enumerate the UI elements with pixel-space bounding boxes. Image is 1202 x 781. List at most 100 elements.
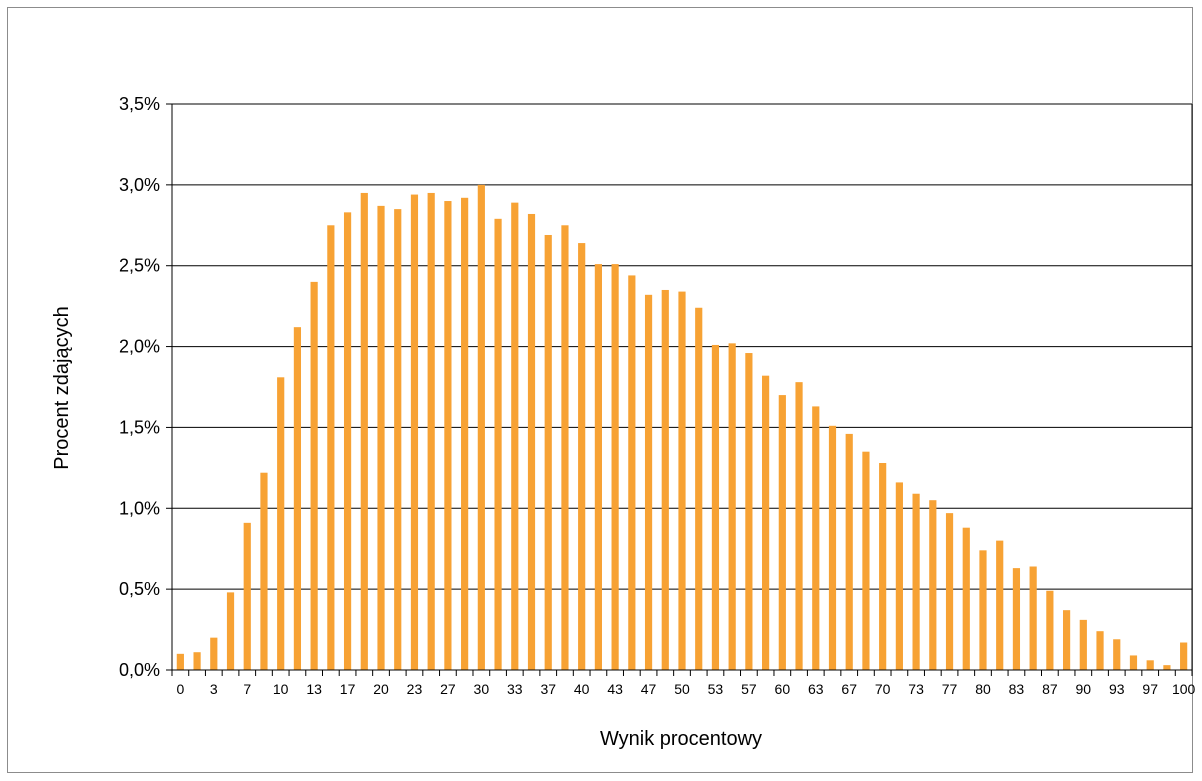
bar <box>1129 655 1138 670</box>
x-tick-label: 53 <box>708 681 724 697</box>
x-tick-label: 87 <box>1042 681 1058 697</box>
y-tick-label: 1,5% <box>119 417 160 437</box>
bar <box>1096 631 1104 670</box>
bar <box>578 243 586 670</box>
x-tick-label: 13 <box>306 681 322 697</box>
bar <box>477 184 485 670</box>
bar <box>828 425 837 670</box>
x-tick-label: 80 <box>975 681 991 697</box>
bar <box>895 482 903 670</box>
x-tick-label: 17 <box>340 681 356 697</box>
y-tick-label: 1,0% <box>119 498 160 518</box>
x-tick-label: 40 <box>574 681 590 697</box>
bar <box>226 592 235 670</box>
x-tick-label: 0 <box>176 681 184 697</box>
bar <box>912 493 920 670</box>
bar <box>929 500 937 670</box>
y-tick-label: 2,5% <box>119 256 160 276</box>
x-tick-label: 27 <box>440 681 456 697</box>
x-axis-title: Wynik procentowy <box>600 728 762 750</box>
bar <box>410 194 419 670</box>
x-tick-label: 97 <box>1142 681 1158 697</box>
bar <box>1113 639 1121 670</box>
bar <box>494 218 502 670</box>
y-tick-label: 0,0% <box>119 660 160 680</box>
x-tick-label: 47 <box>641 681 657 697</box>
bar <box>812 406 820 670</box>
y-axis-title: Procent zdających <box>51 306 73 469</box>
bar <box>1012 568 1021 670</box>
x-tick-label: 73 <box>908 681 924 697</box>
x-tick-label: 43 <box>607 681 623 697</box>
bar <box>644 294 653 670</box>
x-tick-label: 33 <box>507 681 523 697</box>
bar <box>310 281 318 670</box>
bar <box>795 382 803 670</box>
bar <box>611 264 619 670</box>
bar <box>210 637 218 670</box>
bar <box>979 550 987 670</box>
x-tick-label: 50 <box>674 681 690 697</box>
bar <box>1029 566 1037 670</box>
bar <box>762 375 770 670</box>
x-tick-label: 57 <box>741 681 757 697</box>
x-tick-label: 10 <box>273 681 289 697</box>
bar <box>1146 660 1154 670</box>
bar <box>845 433 853 670</box>
x-tick-label: 83 <box>1009 681 1025 697</box>
x-tick-label: 37 <box>540 681 556 697</box>
y-tick-labels: 0,0% 0,5% 1,0% 1,5% 2,0% 2,5% 3,0% 3,5% <box>119 94 172 680</box>
axes <box>171 103 1193 671</box>
bar <box>1062 610 1071 670</box>
bar <box>527 213 536 671</box>
bar <box>327 225 335 671</box>
bar <box>996 540 1004 670</box>
bar <box>444 201 452 670</box>
bar <box>193 652 201 670</box>
bar <box>711 344 720 670</box>
x-tick-label: 60 <box>775 681 791 697</box>
bar <box>778 395 786 670</box>
bar <box>343 212 352 670</box>
x-tick-label: 77 <box>942 681 958 697</box>
bar <box>277 377 285 670</box>
bar <box>461 197 469 670</box>
x-tick-label: 30 <box>474 681 490 697</box>
bar <box>176 653 184 670</box>
bar <box>1163 665 1171 670</box>
x-tick-label: 23 <box>407 681 423 697</box>
x-tick-label: 7 <box>243 681 251 697</box>
bar <box>394 209 402 670</box>
y-tick-label: 3,5% <box>119 94 160 114</box>
bar <box>695 307 703 670</box>
bar <box>293 327 302 670</box>
x-tick-label: 20 <box>373 681 389 697</box>
bar <box>511 202 519 670</box>
x-tick-label: 100 <box>1172 681 1196 697</box>
x-tick-labels: 0 3 7 10 13 17 20 23 27 30 33 37 40 43 47 50 53 57 60 63 67 7… <box>171 670 1196 697</box>
bar <box>561 225 569 671</box>
bar <box>544 234 552 670</box>
x-tick-label: 67 <box>841 681 857 697</box>
y-tick-label: 0,5% <box>119 579 160 599</box>
bar <box>427 192 435 670</box>
y-tick-label: 2,0% <box>119 337 160 357</box>
bar <box>962 527 970 670</box>
bar <box>678 291 686 670</box>
bar <box>1046 590 1054 670</box>
x-tick-label: 93 <box>1109 681 1125 697</box>
bar <box>360 192 368 670</box>
bar <box>879 463 887 670</box>
x-tick-label: 70 <box>875 681 891 697</box>
bar <box>243 522 251 670</box>
x-tick-label: 3 <box>210 681 218 697</box>
bar <box>260 472 268 670</box>
bar <box>661 289 669 670</box>
bar <box>594 264 602 670</box>
bar <box>728 343 736 670</box>
bar <box>945 513 954 670</box>
bar <box>1079 619 1087 670</box>
y-tick-label: 3,0% <box>119 175 160 195</box>
bar <box>377 205 385 670</box>
